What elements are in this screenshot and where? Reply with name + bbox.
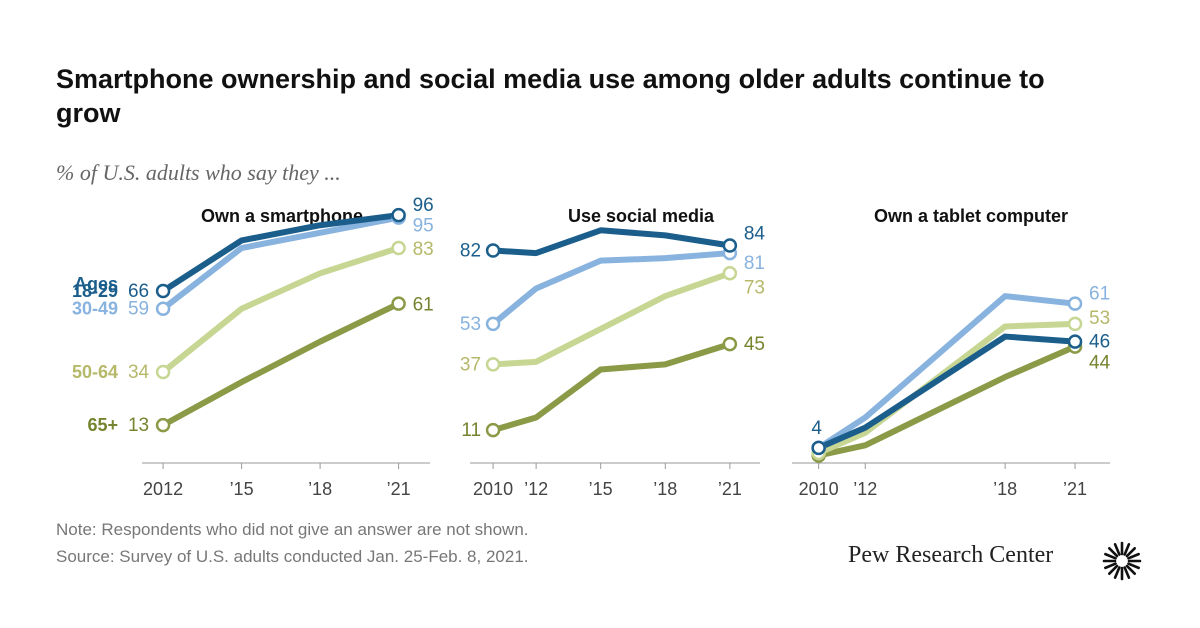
chart-note: Note: Respondents who did not give an an…: [56, 520, 529, 539]
data-label-end: 61: [413, 295, 434, 316]
data-label-end: 81: [744, 253, 765, 274]
series-line-18-29: [490, 227, 733, 257]
x-tick-label: ’18: [993, 479, 1017, 499]
data-label-end: 61: [1089, 284, 1110, 305]
series-line-18-29: [160, 212, 402, 295]
series-point-18-29: [811, 440, 826, 456]
chart-subtitle: % of U.S. adults who say they ...: [56, 160, 341, 185]
x-tick-label: ’12: [524, 479, 548, 499]
chart-title: Smartphone ownership and social media us…: [56, 64, 1045, 128]
series-line-18-29: [815, 333, 1079, 451]
legend-item-18-29: 18-29: [72, 281, 118, 301]
series-point-50-64: [391, 240, 406, 256]
x-tick-label: 2012: [143, 479, 183, 499]
series-point-65: [391, 296, 406, 311]
x-tick-label: 2010: [473, 479, 513, 499]
panel-title: Own a smartphone: [201, 206, 363, 226]
series-point-50-64: [1067, 316, 1083, 332]
data-label-end: 44: [1089, 353, 1111, 374]
x-tick-label: ’21: [387, 479, 411, 499]
data-label-end: 45: [744, 334, 765, 355]
chart-source: Source: Survey of U.S. adults conducted …: [56, 547, 529, 566]
series-line-50-64: [490, 270, 733, 368]
data-label-start: 34: [128, 362, 150, 383]
series-point-18-29: [722, 238, 738, 253]
x-tick-label: ’12: [853, 479, 877, 499]
charts-canvas: Own a smartphone 2012 ’15 ’18 ’21 66 96 59 95 34 8…: [72, 195, 1111, 499]
series-point-65: [485, 422, 501, 438]
series-line-30-49: [160, 214, 402, 312]
series-point-30-49: [1067, 296, 1083, 311]
data-label-end: 73: [744, 277, 765, 298]
data-label-end: 96: [413, 195, 434, 216]
data-label-start: 53: [460, 314, 481, 335]
series-line-50-64: [160, 245, 402, 375]
legend-item-65: 65+: [87, 415, 118, 435]
series-point-18-29: [485, 243, 501, 258]
series-point-18-29: [1067, 334, 1083, 349]
data-label-end: 83: [413, 239, 434, 260]
series-line-65: [815, 343, 1079, 459]
data-label-start: 66: [128, 281, 149, 302]
x-tick-label: 2010: [799, 479, 839, 499]
series-line-65: [490, 341, 733, 434]
data-label-end: 46: [1089, 332, 1110, 353]
x-tick-label: ’21: [718, 479, 742, 499]
legend-title: Ages: [74, 274, 118, 294]
data-label-end: 84: [744, 223, 766, 244]
data-label-end: 95: [413, 216, 434, 237]
panel-own-a-smartphone: Own a smartphone 2012 ’15 ’18 ’21 66 96 59 95 34 8…: [128, 195, 434, 499]
series-point-30-49: [155, 301, 171, 316]
x-tick-label: ’18: [308, 479, 332, 499]
pew-logo-icon: [1102, 541, 1142, 581]
series-line-30-49: [490, 250, 733, 327]
x-tick-label: ’21: [1063, 479, 1087, 499]
panel-own-a-tablet-computer: Own a tablet computer 2010 ’12 ’18 ’21 4 46 61 5…: [792, 206, 1111, 499]
x-tick-label: ’15: [230, 479, 254, 499]
series-point-18-29: [391, 207, 406, 223]
legend-item-50-64: 50-64: [72, 362, 118, 382]
panel-title: Own a tablet computer: [874, 206, 1068, 226]
data-label-start: 37: [460, 354, 481, 375]
data-label-start: 59: [128, 299, 149, 320]
series-point-65: [155, 417, 171, 433]
series-line-30-49: [815, 293, 1079, 451]
series-point-50-64: [722, 266, 738, 281]
panel-use-social-media: Use social media 2010 ’12 ’15 ’18 ’21 82 84 53 81…: [460, 206, 766, 499]
series-point-30-49: [485, 316, 501, 332]
series-point-65: [722, 336, 738, 352]
x-tick-label: ’15: [589, 479, 613, 499]
data-label-start: 4: [811, 418, 822, 439]
data-label-start: 82: [460, 241, 481, 262]
series-point-50-64: [485, 357, 501, 372]
data-label-start: 13: [128, 415, 149, 436]
data-label-start: 11: [461, 420, 481, 441]
x-tick-label: ’18: [653, 479, 677, 499]
series-point-50-64: [155, 364, 171, 380]
brand-name: Pew Research Center: [848, 542, 1054, 568]
panel-title: Use social media: [568, 206, 715, 226]
data-label-end: 53: [1089, 308, 1110, 329]
series-point-18-29: [155, 283, 171, 299]
series-line-65: [160, 300, 402, 429]
legend-item-30-49: 30-49: [72, 299, 118, 319]
